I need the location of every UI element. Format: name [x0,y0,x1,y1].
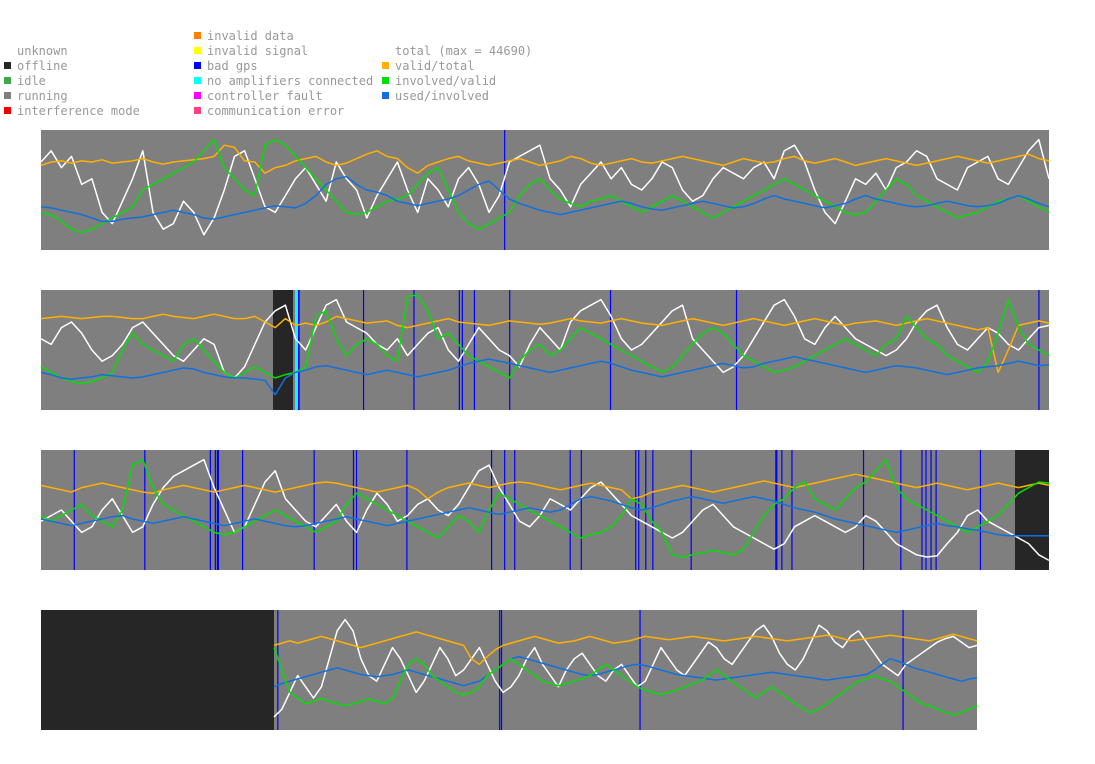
panel-3-background [41,450,1049,570]
panel-2-series-total [40,298,1050,379]
legend-interference-mode: interference mode [4,104,140,119]
legend-invalid-signal: invalid signal [194,44,308,59]
running-swatch-icon [4,92,11,99]
panel-3-series-involved-valid [40,458,1050,558]
invalid-data-swatch-icon [194,32,201,39]
legend-bad-gps: bad gps [194,59,258,74]
panel-4-series-involved-valid [273,647,978,716]
panel-4-series-valid-total [273,631,978,666]
idle-swatch-icon [4,77,11,84]
panel-4-series-total [273,618,978,718]
involved-valid-swatch-icon [382,77,389,84]
panel-1-background [41,130,1049,250]
no-amplifiers-swatch-icon [194,77,201,84]
legend-invalid-data: invalid data [194,29,294,44]
controller-fault-swatch-icon [194,92,201,99]
panel-3-series-valid-total [40,473,1050,500]
panel-1-series-total [40,138,1050,236]
panel-3-series-total [40,458,1050,562]
panel-4-series-used-involved [273,655,978,688]
legend-involved-valid: involved/valid [382,74,496,89]
panel-3-series-used-involved [40,495,1049,537]
legend-offline: offline [4,59,68,74]
panel-2-series-valid-total [40,313,1050,374]
offline-swatch-icon [4,62,11,69]
panel-4-offline-block [41,610,274,730]
legend-total: total (max = 44690) [395,44,533,58]
communication-error-swatch-icon [194,107,201,114]
legend-valid-total: valid/total [382,59,474,74]
invalid-signal-swatch-icon [194,47,201,54]
valid-total-swatch-icon [382,62,389,69]
panel-2-series-involved-valid [40,294,1050,385]
legend-unknown: unknown [17,44,68,58]
panel-1-series-valid-total [40,144,1050,174]
panel-3-offline-block [1015,450,1049,570]
legend-used-involved: used/involved [382,89,489,104]
legend-idle: idle [4,74,46,89]
bad-gps-swatch-icon [194,62,201,69]
legend-running: running [4,89,68,104]
panel-2-offline-block [273,290,293,410]
panel-2-no-amp-block [295,290,298,410]
legend-no-amplifiers: no amplifiers connected [194,74,373,89]
legend-communication-error: communication error [194,104,344,119]
used-involved-swatch-icon [382,92,389,99]
panel-2-series-used-involved [40,355,1050,396]
legend-controller-fault: controller fault [194,89,323,104]
panel-1-series-used-involved [40,175,1050,223]
panel-1-series-involved-valid [40,138,1050,234]
interference-swatch-icon [4,107,11,114]
